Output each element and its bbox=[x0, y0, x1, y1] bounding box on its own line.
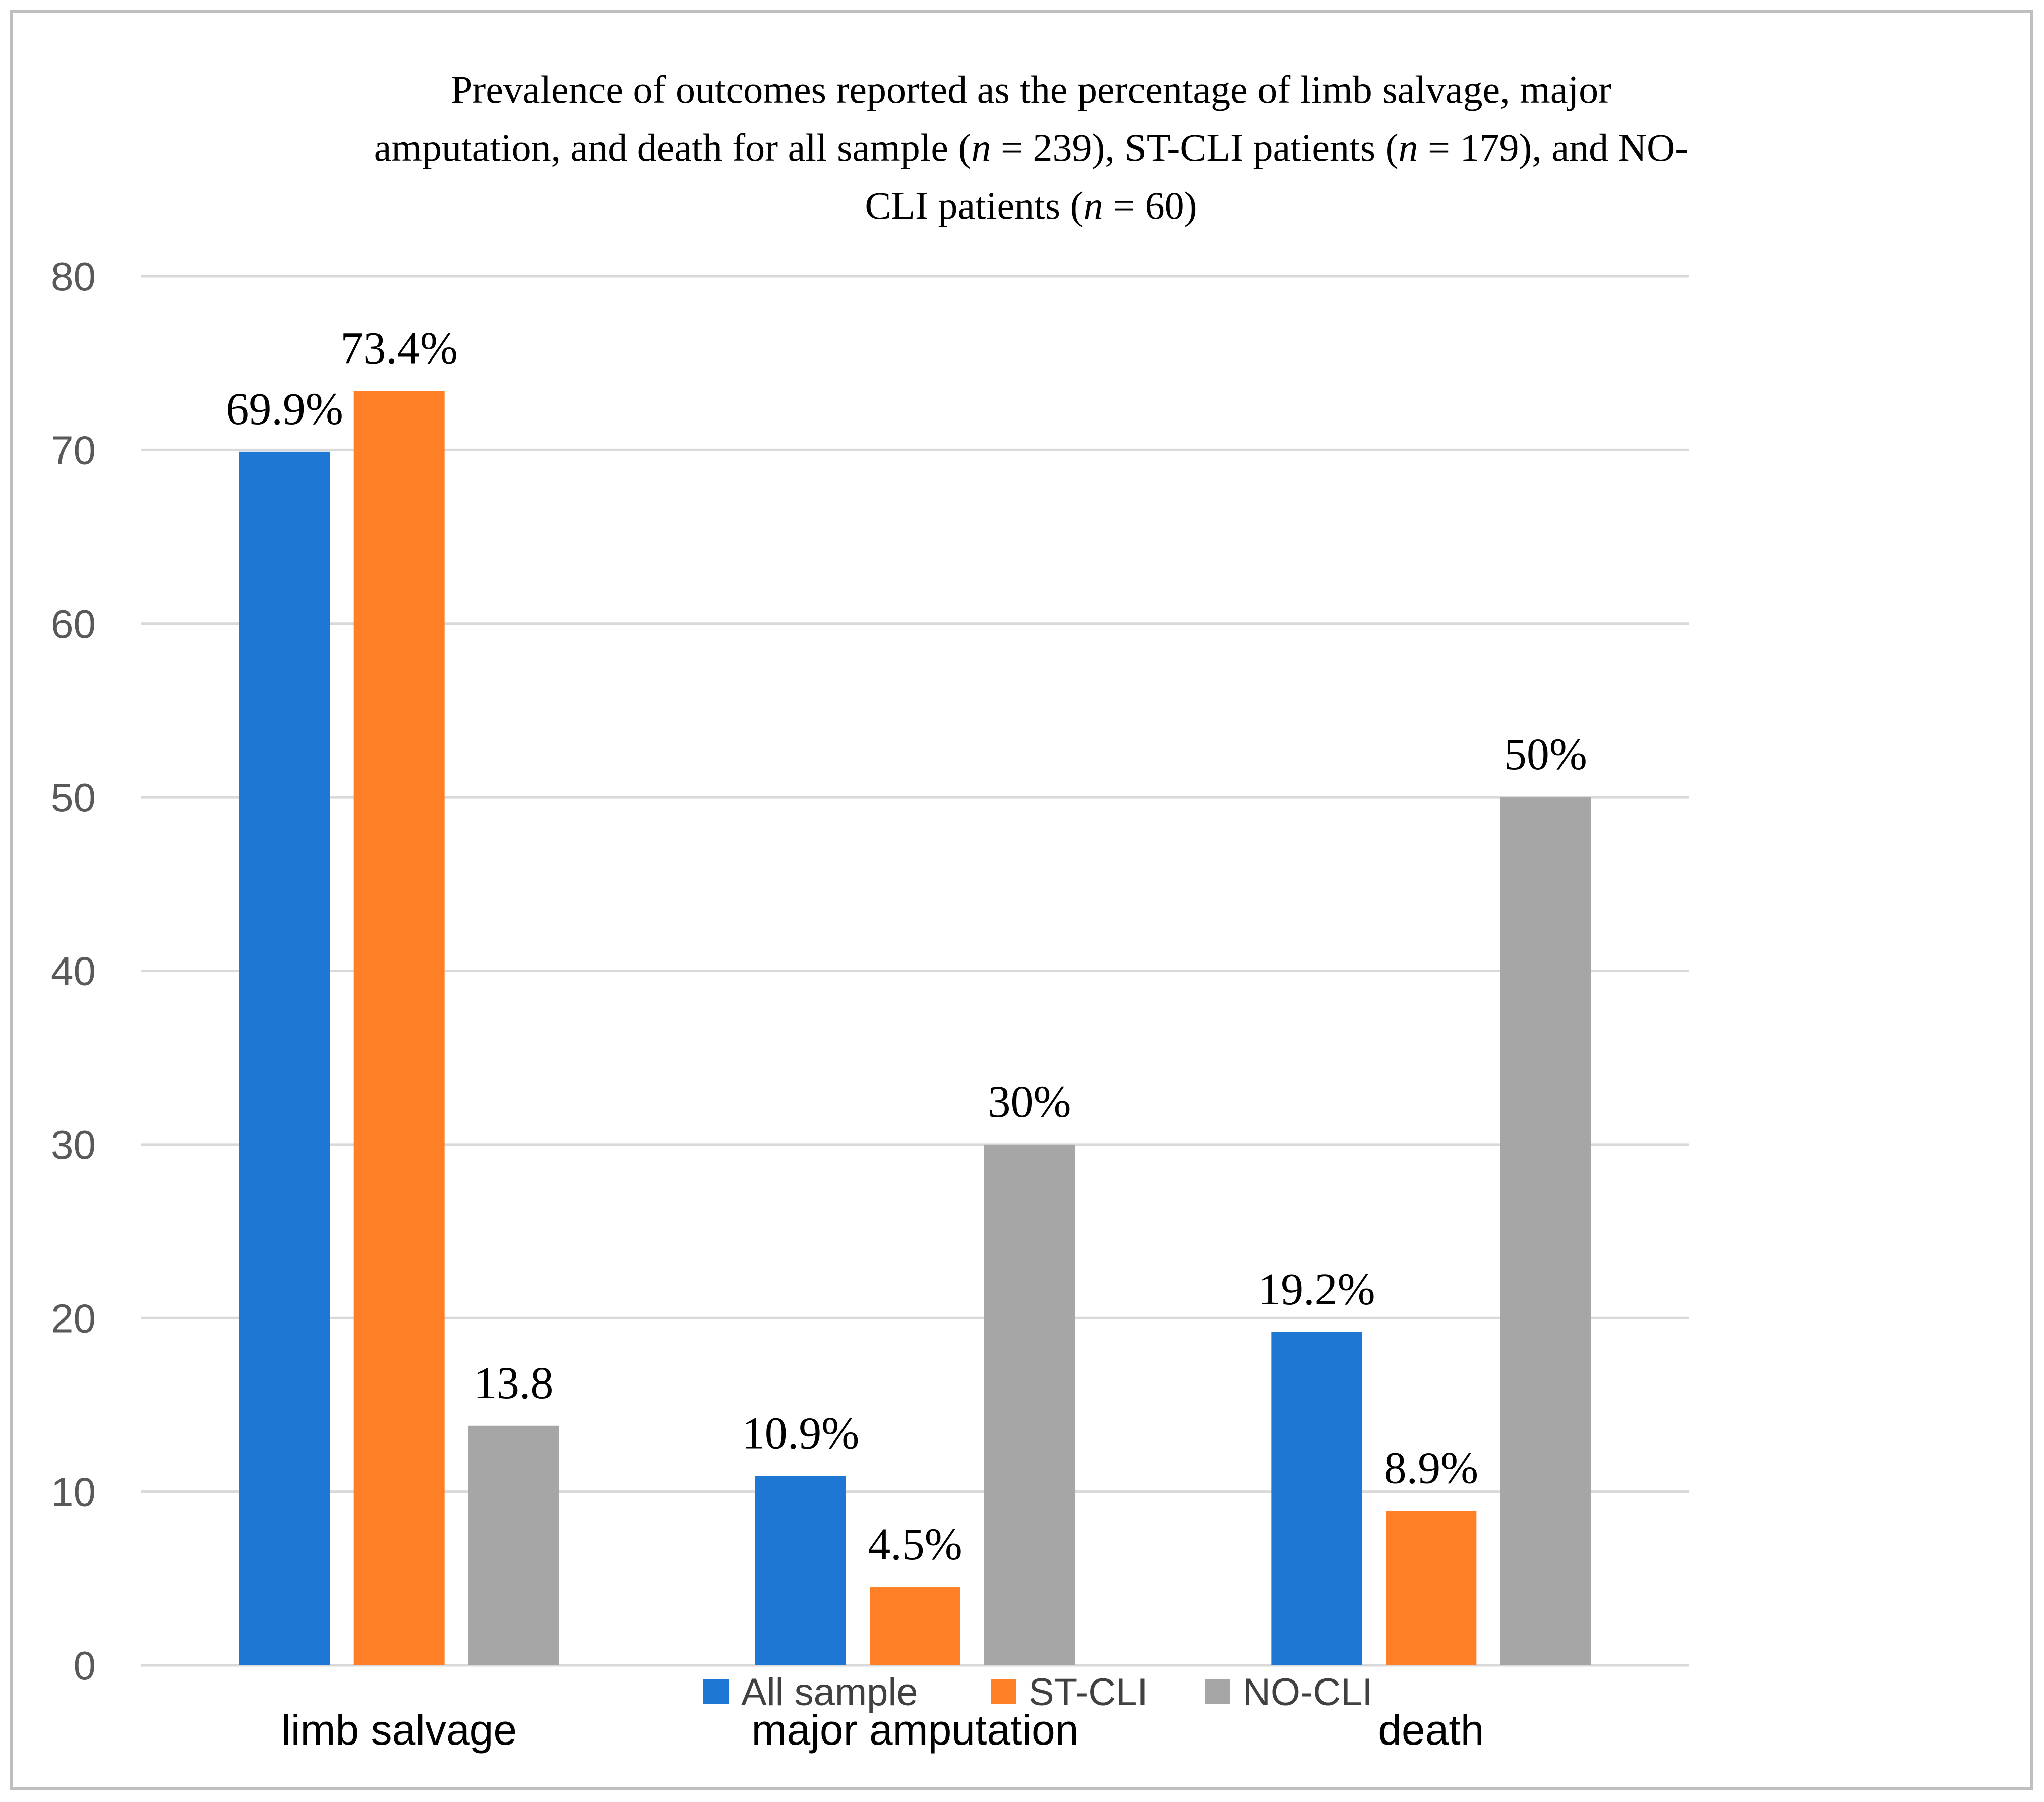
category-label: major amputation bbox=[752, 1706, 1079, 1754]
legend-swatch-st-cli bbox=[991, 1679, 1016, 1704]
bar-all-sample-0 bbox=[239, 451, 330, 1665]
bar-st-cli-1 bbox=[870, 1587, 960, 1665]
data-label: 30% bbox=[988, 1077, 1071, 1127]
title-n-italic-2: n bbox=[1398, 126, 1418, 169]
chart-title: Prevalence of outcomes reported as the p… bbox=[224, 61, 1838, 234]
y-tick-label: 60 bbox=[51, 602, 96, 646]
data-label: 8.9% bbox=[1384, 1444, 1478, 1493]
bar-no-cli-1 bbox=[984, 1144, 1075, 1665]
y-tick-label: 20 bbox=[51, 1296, 96, 1341]
bar-st-cli-2 bbox=[1386, 1511, 1477, 1665]
bar-st-cli-0 bbox=[353, 391, 445, 1665]
y-tick-label: 0 bbox=[74, 1643, 96, 1688]
title-line-3a: CLI patients ( bbox=[865, 184, 1084, 227]
title-n-italic-1: n bbox=[971, 126, 991, 169]
title-n-italic-3: n bbox=[1083, 184, 1103, 227]
data-label: 4.5% bbox=[868, 1520, 962, 1570]
bar-no-cli-2 bbox=[1500, 797, 1591, 1665]
legend-label: ST-CLI bbox=[1029, 1671, 1148, 1714]
title-line-3b: = 60) bbox=[1103, 184, 1197, 227]
category-label: death bbox=[1378, 1706, 1484, 1754]
legend-swatch-no-cli bbox=[1205, 1679, 1230, 1704]
y-tick-label: 40 bbox=[51, 949, 96, 994]
title-line-2c: = 179), and NO- bbox=[1418, 126, 1689, 169]
data-label: 10.9% bbox=[742, 1409, 859, 1459]
title-line-1: Prevalence of outcomes reported as the p… bbox=[450, 68, 1612, 111]
bar-all-sample-2 bbox=[1271, 1332, 1362, 1665]
data-label: 69.9% bbox=[226, 384, 343, 434]
category-label: limb salvage bbox=[281, 1706, 517, 1754]
bar-all-sample-1 bbox=[755, 1476, 846, 1665]
y-tick-label: 70 bbox=[51, 428, 96, 472]
bar-no-cli-0 bbox=[468, 1425, 559, 1665]
y-tick-label: 50 bbox=[51, 775, 96, 820]
data-label: 50% bbox=[1504, 730, 1587, 779]
legend-swatch-all-sample bbox=[703, 1679, 729, 1704]
title-line-2b: = 239), ST-CLI patients ( bbox=[991, 126, 1399, 169]
y-tick-label: 30 bbox=[51, 1122, 96, 1167]
y-tick-label: 80 bbox=[51, 254, 96, 299]
title-line-2a: amputation, and death for all sample ( bbox=[374, 126, 972, 169]
data-label: 13.8 bbox=[474, 1358, 554, 1408]
y-tick-label: 10 bbox=[51, 1470, 96, 1515]
data-label: 19.2% bbox=[1258, 1265, 1375, 1314]
legend-label: All sample bbox=[741, 1671, 918, 1714]
data-label: 73.4% bbox=[340, 323, 457, 373]
legend-label: NO-CLI bbox=[1243, 1671, 1373, 1714]
